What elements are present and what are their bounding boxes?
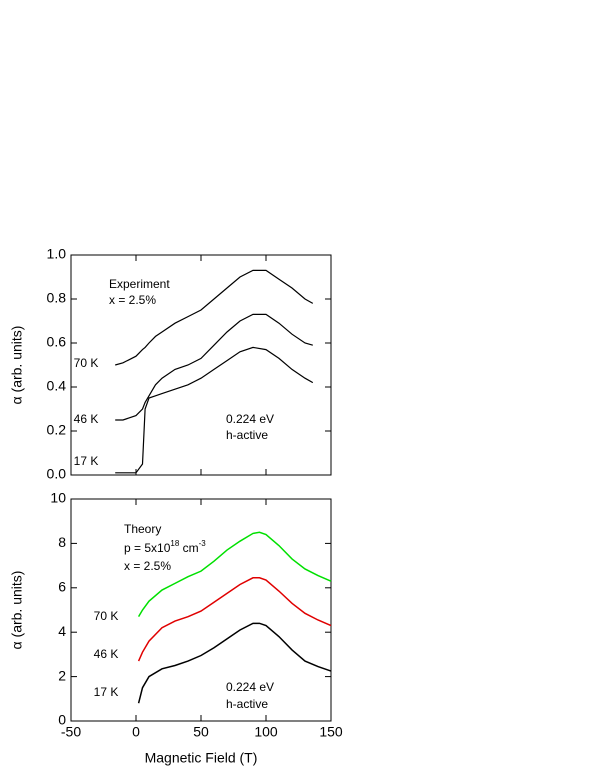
annotation: Theory (124, 522, 161, 536)
y-tick-label: 0.8 (47, 290, 67, 306)
series-label: 17 K (74, 454, 99, 468)
y-tick-label: 0.0 (47, 466, 67, 482)
y-axis-title: α (arb. units) (9, 571, 25, 650)
series-label: 46 K (94, 647, 119, 661)
annotation: x = 2.5% (124, 559, 171, 573)
annotation-part: -3 (199, 539, 207, 548)
y-axis-title: α (arb. units) (9, 326, 25, 405)
series-line (115, 269, 314, 366)
annotation: h-active (226, 697, 268, 711)
series-line (137, 531, 332, 618)
annotation: 0.224 eV (226, 412, 274, 426)
x-tick-label: 100 (254, 724, 278, 740)
series-line (115, 313, 313, 421)
series-line (137, 622, 332, 704)
y-tick-label: 0 (58, 712, 66, 728)
annotation: x = 2.5% (109, 293, 156, 307)
annotation-part: p = 5x10 (124, 541, 171, 555)
annotation: 0.224 eV (226, 680, 274, 694)
series-label: 70 K (94, 609, 119, 623)
x-tick-label: 150 (319, 724, 343, 740)
series-label: 46 K (74, 412, 99, 426)
y-tick-label: 1.0 (47, 246, 67, 262)
y-tick-label: 10 (50, 490, 66, 506)
annotation: h-active (226, 428, 268, 442)
series-line (115, 346, 314, 474)
series-label: 17 K (94, 685, 119, 699)
y-tick-label: 0.6 (47, 334, 67, 350)
y-tick-label: 8 (58, 534, 66, 550)
annotation-part: 18 (170, 539, 179, 548)
y-tick-label: 4 (58, 623, 66, 639)
series-label: 70 K (74, 356, 99, 370)
x-tick-label: 50 (193, 724, 209, 740)
series-line (137, 577, 332, 662)
y-tick-label: 0.2 (47, 422, 67, 438)
x-tick-label: 0 (132, 724, 140, 740)
annotation: Experiment (109, 277, 170, 291)
x-tick-label: -50 (61, 724, 81, 740)
annotation-part: cm (179, 541, 198, 555)
annotation: p = 5x1018 cm-3 (124, 539, 206, 555)
y-tick-label: 0.4 (47, 378, 67, 394)
y-tick-label: 2 (58, 667, 66, 683)
x-axis-title: Magnetic Field (T) (145, 750, 258, 766)
y-tick-label: 6 (58, 579, 66, 595)
